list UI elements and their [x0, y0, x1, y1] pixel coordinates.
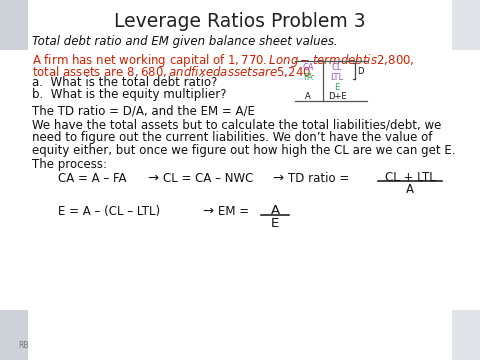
Text: CA = A – FA: CA = A – FA [58, 172, 127, 185]
Text: CL: CL [332, 63, 342, 72]
Text: total assets are $8,680, and fixed assets are $5,240.: total assets are $8,680, and fixed asset… [32, 64, 314, 79]
Text: The process:: The process: [32, 158, 107, 171]
Text: LTL: LTL [330, 73, 344, 82]
Text: CA: CA [302, 63, 314, 72]
Text: A: A [406, 183, 414, 196]
Text: equity either, but once we figure out how high the CL are we can get E.: equity either, but once we figure out ho… [32, 144, 456, 157]
Text: TD ratio =: TD ratio = [288, 172, 353, 185]
Bar [0, 310, 28, 360]
Text: CL + LTL: CL + LTL [384, 171, 435, 184]
Bar [452, 0, 480, 50]
Text: E: E [335, 83, 340, 92]
Text: Total debt ratio and EM given balance sheet values.: Total debt ratio and EM given balance sh… [32, 35, 338, 48]
Text: need to figure out the current liabilities. We don’t have the value of: need to figure out the current liabiliti… [32, 131, 432, 144]
Text: b.  What is the equity multiplier?: b. What is the equity multiplier? [32, 88, 227, 101]
Text: a.  What is the total debt ratio?: a. What is the total debt ratio? [32, 76, 217, 89]
Text: CL = CA – NWC: CL = CA – NWC [163, 172, 253, 185]
Text: Leverage Ratios Problem 3: Leverage Ratios Problem 3 [114, 12, 366, 31]
Bar [0, 0, 28, 50]
Text: A: A [305, 92, 311, 101]
Text: D: D [357, 67, 363, 76]
Text: We have the total assets but to calculate the total liabilities/debt, we: We have the total assets but to calculat… [32, 118, 442, 131]
Text: →: → [147, 172, 158, 185]
Text: RB: RB [18, 341, 28, 350]
Text: →: → [202, 205, 213, 218]
Text: The TD ratio = D/A, and the EM = A/E: The TD ratio = D/A, and the EM = A/E [32, 105, 255, 118]
Text: FA: FA [303, 73, 313, 82]
Text: D+E: D+E [328, 92, 346, 101]
Text: →: → [272, 172, 283, 185]
Text: A: A [270, 204, 279, 217]
Text: EM =: EM = [218, 205, 253, 218]
Text: E: E [271, 217, 279, 230]
Bar [452, 310, 480, 360]
Text: E = A – (CL – LTL): E = A – (CL – LTL) [58, 205, 160, 218]
Text: A firm has net working capital of $1,770. Long-term debt is $2,800,: A firm has net working capital of $1,770… [32, 52, 415, 69]
